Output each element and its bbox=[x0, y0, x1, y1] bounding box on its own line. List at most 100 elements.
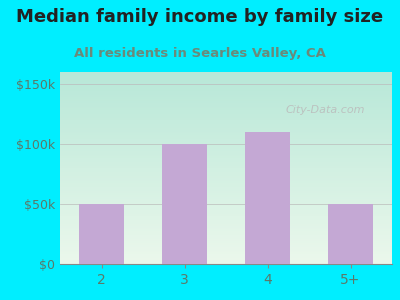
Bar bbox=[60, 210, 392, 212]
Bar bbox=[60, 191, 392, 193]
Bar bbox=[60, 254, 392, 256]
Bar bbox=[60, 87, 392, 89]
Bar bbox=[60, 154, 392, 157]
Bar bbox=[60, 233, 392, 235]
Bar bbox=[60, 78, 392, 80]
Bar bbox=[60, 247, 392, 249]
Bar bbox=[60, 166, 392, 168]
Bar bbox=[60, 85, 392, 87]
Bar bbox=[60, 124, 392, 126]
Bar bbox=[60, 206, 392, 208]
Bar bbox=[60, 237, 392, 239]
Bar bbox=[60, 222, 392, 224]
Bar bbox=[60, 143, 392, 145]
Bar bbox=[60, 182, 392, 183]
Bar bbox=[60, 105, 392, 106]
Bar bbox=[60, 224, 392, 226]
Bar bbox=[60, 89, 392, 91]
Bar bbox=[60, 130, 392, 131]
Bar bbox=[60, 230, 392, 231]
Bar bbox=[60, 193, 392, 195]
Bar bbox=[60, 120, 392, 122]
Bar bbox=[60, 197, 392, 199]
Bar bbox=[60, 183, 392, 185]
Bar bbox=[60, 189, 392, 191]
Bar bbox=[60, 126, 392, 128]
Bar bbox=[60, 135, 392, 137]
Bar bbox=[60, 249, 392, 250]
Bar bbox=[60, 239, 392, 241]
Bar bbox=[60, 235, 392, 237]
Bar bbox=[60, 80, 392, 82]
Bar bbox=[60, 195, 392, 197]
Bar bbox=[60, 109, 392, 110]
Bar bbox=[60, 97, 392, 99]
Bar bbox=[60, 134, 392, 135]
Bar bbox=[60, 187, 392, 189]
Bar bbox=[60, 118, 392, 120]
Bar bbox=[60, 250, 392, 253]
Bar bbox=[60, 93, 392, 95]
Bar bbox=[60, 258, 392, 260]
Bar bbox=[60, 241, 392, 243]
Bar bbox=[60, 227, 392, 230]
Bar bbox=[60, 137, 392, 139]
Bar bbox=[60, 116, 392, 118]
Bar bbox=[60, 101, 392, 103]
Bar bbox=[60, 95, 392, 97]
Bar bbox=[60, 176, 392, 178]
Bar bbox=[60, 82, 392, 83]
Bar bbox=[60, 141, 392, 143]
Bar bbox=[60, 208, 392, 210]
Bar bbox=[60, 110, 392, 112]
Bar bbox=[60, 170, 392, 172]
Bar bbox=[60, 164, 392, 166]
Bar bbox=[60, 158, 392, 160]
Bar bbox=[60, 201, 392, 203]
Bar bbox=[60, 243, 392, 245]
Bar bbox=[60, 106, 392, 109]
Bar bbox=[60, 216, 392, 218]
Text: City-Data.com: City-Data.com bbox=[286, 105, 365, 116]
Bar bbox=[60, 168, 392, 170]
Bar bbox=[60, 157, 392, 158]
Bar bbox=[60, 128, 392, 130]
Bar bbox=[60, 231, 392, 233]
Bar bbox=[60, 260, 392, 262]
Bar bbox=[60, 162, 392, 164]
Bar bbox=[60, 253, 392, 254]
Bar bbox=[60, 72, 392, 74]
Bar bbox=[60, 76, 392, 78]
Bar bbox=[60, 139, 392, 141]
Bar bbox=[60, 262, 392, 264]
Bar bbox=[60, 199, 392, 201]
Bar bbox=[162, 144, 207, 264]
Text: All residents in Searles Valley, CA: All residents in Searles Valley, CA bbox=[74, 46, 326, 59]
Text: Median family income by family size: Median family income by family size bbox=[16, 8, 384, 26]
Bar bbox=[60, 174, 392, 176]
Bar bbox=[60, 145, 392, 147]
Bar bbox=[60, 256, 392, 258]
Bar bbox=[60, 131, 392, 134]
Bar bbox=[60, 153, 392, 154]
Bar bbox=[79, 204, 124, 264]
Bar bbox=[60, 245, 392, 247]
Bar bbox=[60, 160, 392, 162]
Bar bbox=[60, 112, 392, 114]
Bar bbox=[60, 172, 392, 174]
Bar bbox=[60, 220, 392, 222]
Bar bbox=[60, 202, 392, 205]
Bar bbox=[60, 99, 392, 101]
Bar bbox=[60, 218, 392, 220]
Bar bbox=[245, 132, 290, 264]
Bar bbox=[60, 151, 392, 153]
Bar bbox=[60, 122, 392, 124]
Bar bbox=[60, 205, 392, 206]
Bar bbox=[60, 91, 392, 93]
Bar bbox=[60, 185, 392, 187]
Bar bbox=[60, 212, 392, 214]
Bar bbox=[60, 214, 392, 216]
Bar bbox=[60, 149, 392, 151]
Bar bbox=[60, 178, 392, 179]
Bar bbox=[60, 83, 392, 85]
